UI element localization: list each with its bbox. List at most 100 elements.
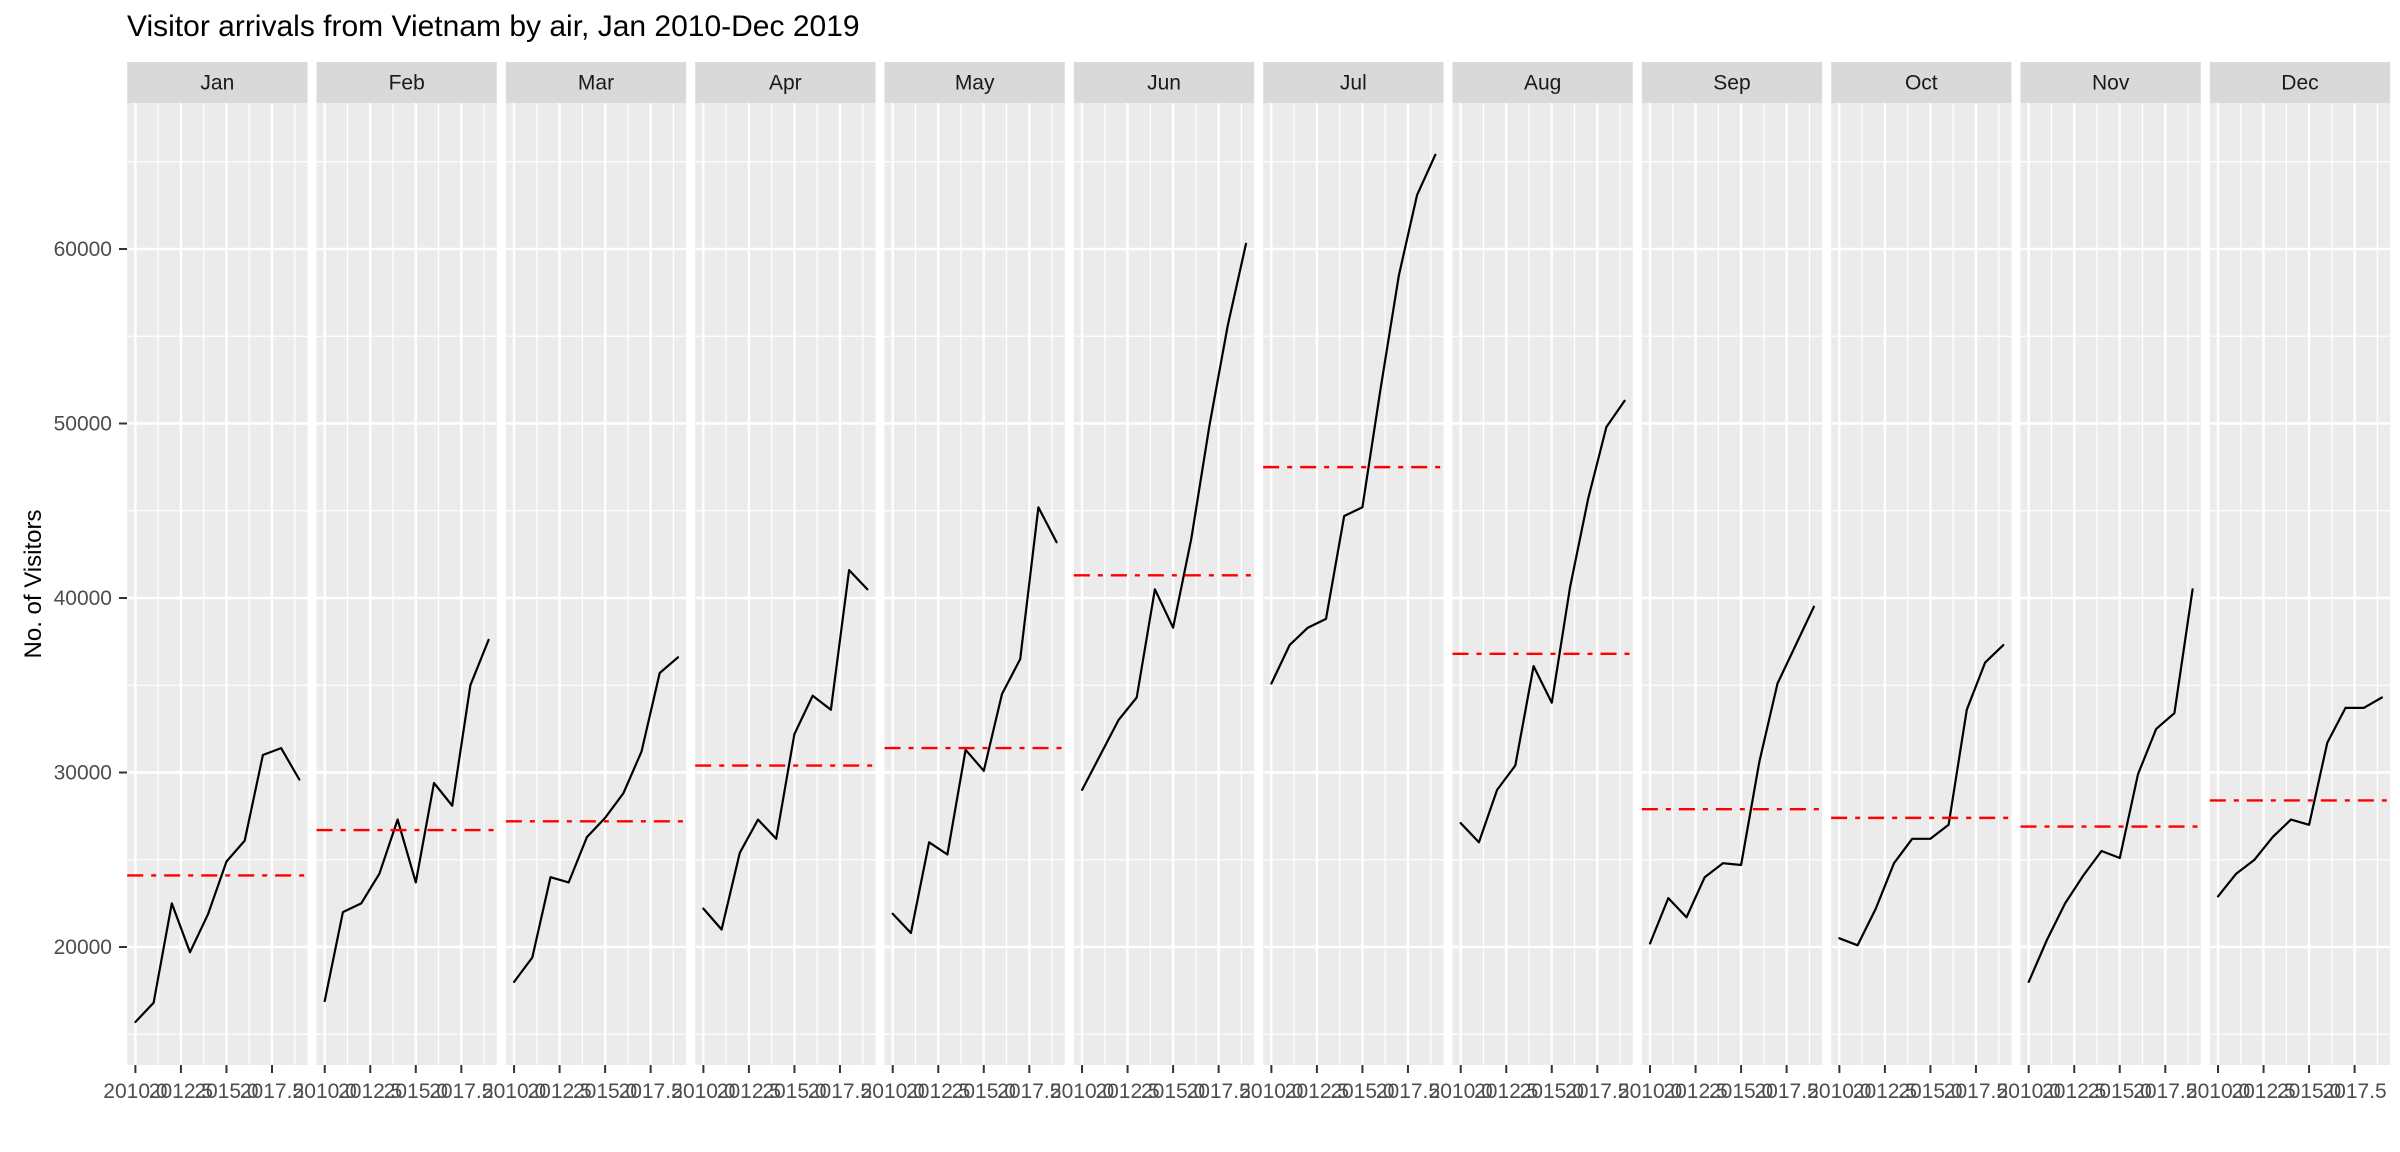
x-axis-tick-label: 2012.5 — [717, 1080, 781, 1103]
x-axis-tick-label: 2012.5 — [1285, 1080, 1349, 1103]
y-axis-tick-label: 40000 — [54, 587, 112, 610]
facet-strip-label: Dec — [2281, 72, 2318, 95]
data-line — [702, 568, 869, 931]
x-axis-tick-label: 2010.0 — [1807, 1080, 1871, 1103]
x-axis-tick-label: 2012.5 — [906, 1080, 970, 1103]
data-line — [1838, 643, 2005, 947]
y-axis-tick-label: 60000 — [54, 238, 112, 261]
data-line — [1080, 242, 1248, 792]
facet-strip-label: Nov — [2092, 72, 2130, 95]
facet-strip — [695, 62, 876, 103]
data-line — [2216, 696, 2383, 898]
facet-panel — [1831, 103, 2012, 1065]
facet-strip — [1831, 62, 2012, 103]
x-axis-tick-label: 2015.0 — [762, 1080, 826, 1103]
y-axis-tick-label: 20000 — [54, 936, 112, 959]
facet-strip — [1073, 62, 1255, 103]
x-axis-tick-label: 2010.0 — [482, 1080, 546, 1103]
x-axis-tick-label: 2012.5 — [527, 1080, 591, 1103]
x-axis-tick-label: 2017.5 — [808, 1080, 872, 1103]
x-axis-tick-label: 2015.0 — [2088, 1080, 2152, 1103]
x-axis-tick-label: 2015.0 — [952, 1080, 1016, 1103]
x-axis-tick-label: 2010.0 — [861, 1080, 925, 1103]
data-line — [1648, 605, 1816, 945]
x-axis-tick-label: 2012.5 — [2231, 1080, 2295, 1103]
y-axis-tick-label: 30000 — [54, 761, 112, 784]
x-axis-tick-label: 2017.5 — [2133, 1080, 2197, 1103]
facet-strip — [316, 62, 497, 103]
x-axis-tick-label: 2017.5 — [1565, 1080, 1629, 1103]
x-axis-tick-label: 2012.5 — [1663, 1080, 1727, 1103]
x-axis-tick-label: 2010.0 — [293, 1080, 357, 1103]
facet-strip-label: Jan — [200, 72, 234, 95]
facet-strip-label: Feb — [389, 72, 425, 95]
x-axis-tick-label: 2010.0 — [103, 1080, 167, 1103]
x-axis-tick-label: 2017.5 — [429, 1080, 493, 1103]
x-axis-tick-label: 2015.0 — [1709, 1080, 1773, 1103]
facet-strip — [505, 62, 687, 103]
x-axis-tick-label: 2015.0 — [1141, 1080, 1205, 1103]
y-axis-tick-label: 50000 — [54, 412, 112, 435]
facet-strip — [127, 62, 308, 103]
x-axis-tick-label: 2015.0 — [2277, 1080, 2341, 1103]
facet-strip — [1263, 62, 1444, 103]
x-axis-tick-label: 2010.0 — [1618, 1080, 1682, 1103]
x-axis-tick-label: 2017.5 — [2322, 1080, 2386, 1103]
facet-panel — [884, 103, 1065, 1065]
x-axis-tick-label: 2012.5 — [1853, 1080, 1917, 1103]
x-axis-tick-label: 2015.0 — [1898, 1080, 1962, 1103]
data-line — [134, 746, 301, 1024]
x-axis-tick-label: 2012.5 — [1095, 1080, 1159, 1103]
facet-strip — [884, 62, 1065, 103]
facet-panel — [1263, 103, 1444, 1065]
x-axis-tick-label: 2017.5 — [1376, 1080, 1440, 1103]
facet-panel — [2020, 103, 2201, 1065]
data-line — [1459, 399, 1626, 844]
facet-panel — [505, 103, 687, 1065]
x-axis-tick-label: 2010.0 — [1239, 1080, 1303, 1103]
x-axis-tick-label: 2012.5 — [149, 1080, 213, 1103]
facet-panel — [695, 103, 876, 1065]
x-axis-tick-label: 2010.0 — [2186, 1080, 2250, 1103]
facet-strip-label: Sep — [1713, 72, 1750, 95]
x-axis-tick-label: 2017.5 — [1755, 1080, 1819, 1103]
x-axis-tick-label: 2015.0 — [384, 1080, 448, 1103]
facet-strip-label: Jun — [1147, 72, 1181, 95]
facet-panel — [1073, 103, 1255, 1065]
x-axis-tick-label: 2017.5 — [1944, 1080, 2008, 1103]
x-axis-tick-label: 2017.5 — [997, 1080, 1061, 1103]
facet-strip-label: Apr — [769, 72, 802, 95]
facet-panel — [1641, 103, 1823, 1065]
facet-strip-label: Jul — [1340, 72, 1367, 95]
facet-strip-label: Aug — [1524, 72, 1561, 95]
facet-strip-label: May — [955, 72, 995, 95]
facet-strip — [2209, 62, 2391, 103]
x-axis-tick-label: 2010.0 — [671, 1080, 735, 1103]
data-line — [1270, 153, 1437, 685]
data-line — [323, 638, 490, 1003]
x-axis-tick-label: 2017.5 — [240, 1080, 304, 1103]
y-axis-title: No. of Visitors — [20, 509, 47, 659]
facet-panel — [1452, 103, 1633, 1065]
facet-strip-label: Oct — [1905, 72, 1938, 95]
x-axis-tick-label: 2017.5 — [1187, 1080, 1251, 1103]
x-axis-tick-label: 2015.0 — [194, 1080, 258, 1103]
x-axis-tick-label: 2012.5 — [338, 1080, 402, 1103]
facet-panel — [316, 103, 497, 1065]
data-line — [512, 656, 680, 984]
chart-title: Visitor arrivals from Vietnam by air, Ja… — [127, 10, 860, 43]
